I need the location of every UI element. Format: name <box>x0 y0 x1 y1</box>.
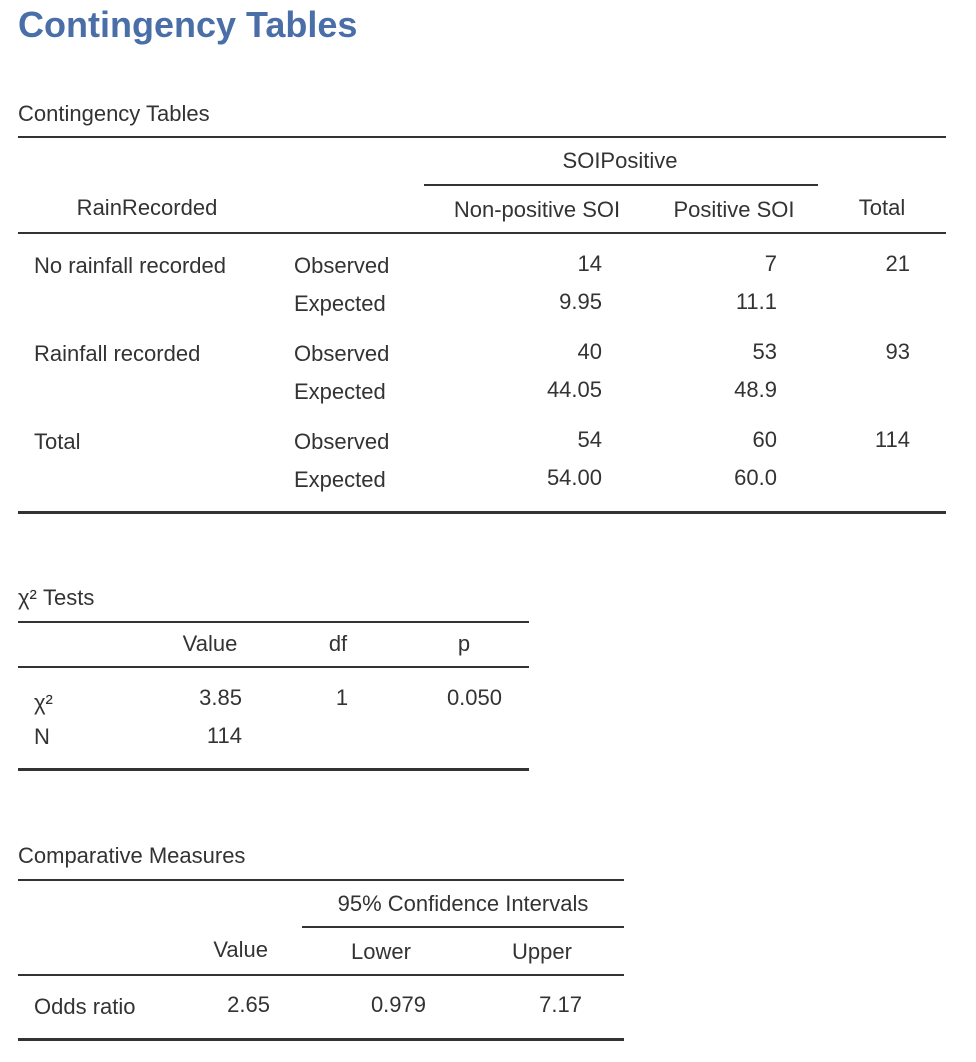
table-title: χ² Tests <box>18 585 95 610</box>
ci-header: 95% Confidence Intervals <box>337 891 589 916</box>
cell: 9.95 <box>559 289 602 314</box>
cell: 54.00 <box>546 465 602 490</box>
row-label: Odds ratio <box>34 994 136 1019</box>
cell: 2.65 <box>227 992 270 1017</box>
row-label: No rainfall recorded <box>34 253 226 278</box>
statistic-label: Expected <box>294 379 386 404</box>
rule <box>18 511 946 514</box>
rule <box>18 879 624 881</box>
cell: 60.0 <box>734 465 777 490</box>
column-variable: SOIPositive <box>562 148 678 173</box>
cell: 60 <box>752 427 777 452</box>
cell: 0.050 <box>446 685 502 710</box>
cell: 0.979 <box>370 992 426 1017</box>
cell: 54 <box>577 427 602 452</box>
page-title: Contingency Tables <box>18 4 358 45</box>
cell: 7.17 <box>539 992 582 1017</box>
cell: 48.9 <box>734 377 777 402</box>
statistic-label: Expected <box>294 291 386 316</box>
rule <box>18 768 529 771</box>
rule <box>18 136 946 138</box>
row-label: Rainfall recorded <box>34 341 201 366</box>
row-label: N <box>34 724 50 749</box>
rule <box>424 184 818 186</box>
cell: 53 <box>752 339 777 364</box>
cell: 21 <box>885 251 910 276</box>
statistic-label: Observed <box>294 341 390 366</box>
cell: 40 <box>577 339 602 364</box>
statistic-label: Observed <box>294 429 390 454</box>
cell: 93 <box>885 339 910 364</box>
cell: 1 <box>335 685 349 710</box>
row-label: Total <box>34 429 81 454</box>
statistic-label: Expected <box>294 467 386 492</box>
cell: 14 <box>577 251 602 276</box>
column-header: df <box>328 631 348 656</box>
row-variable: RainRecorded <box>76 195 218 220</box>
cell: 44.05 <box>546 377 602 402</box>
rule <box>18 974 624 976</box>
column-header: p <box>457 631 471 656</box>
statistic-label: Observed <box>294 253 390 278</box>
column-header: Upper <box>512 939 572 964</box>
rule <box>18 1038 624 1041</box>
column-header: Value <box>182 631 238 656</box>
cell: 7 <box>764 251 777 276</box>
cell: 11.1 <box>735 289 777 314</box>
rule <box>18 232 946 234</box>
row-label: χ² <box>34 690 53 715</box>
rule <box>18 621 529 623</box>
cell: 114 <box>874 427 910 452</box>
column-header: Total <box>858 195 906 220</box>
column-header: Positive SOI <box>673 197 795 222</box>
cell: 114 <box>206 723 242 748</box>
column-header: Value <box>213 937 268 962</box>
cell: 3.85 <box>199 685 242 710</box>
rule <box>18 666 529 668</box>
column-header: Non-positive SOI <box>453 197 621 222</box>
rule <box>302 926 624 928</box>
column-header: Lower <box>351 939 411 964</box>
table-title: Contingency Tables <box>18 101 210 126</box>
table-title: Comparative Measures <box>18 843 246 868</box>
